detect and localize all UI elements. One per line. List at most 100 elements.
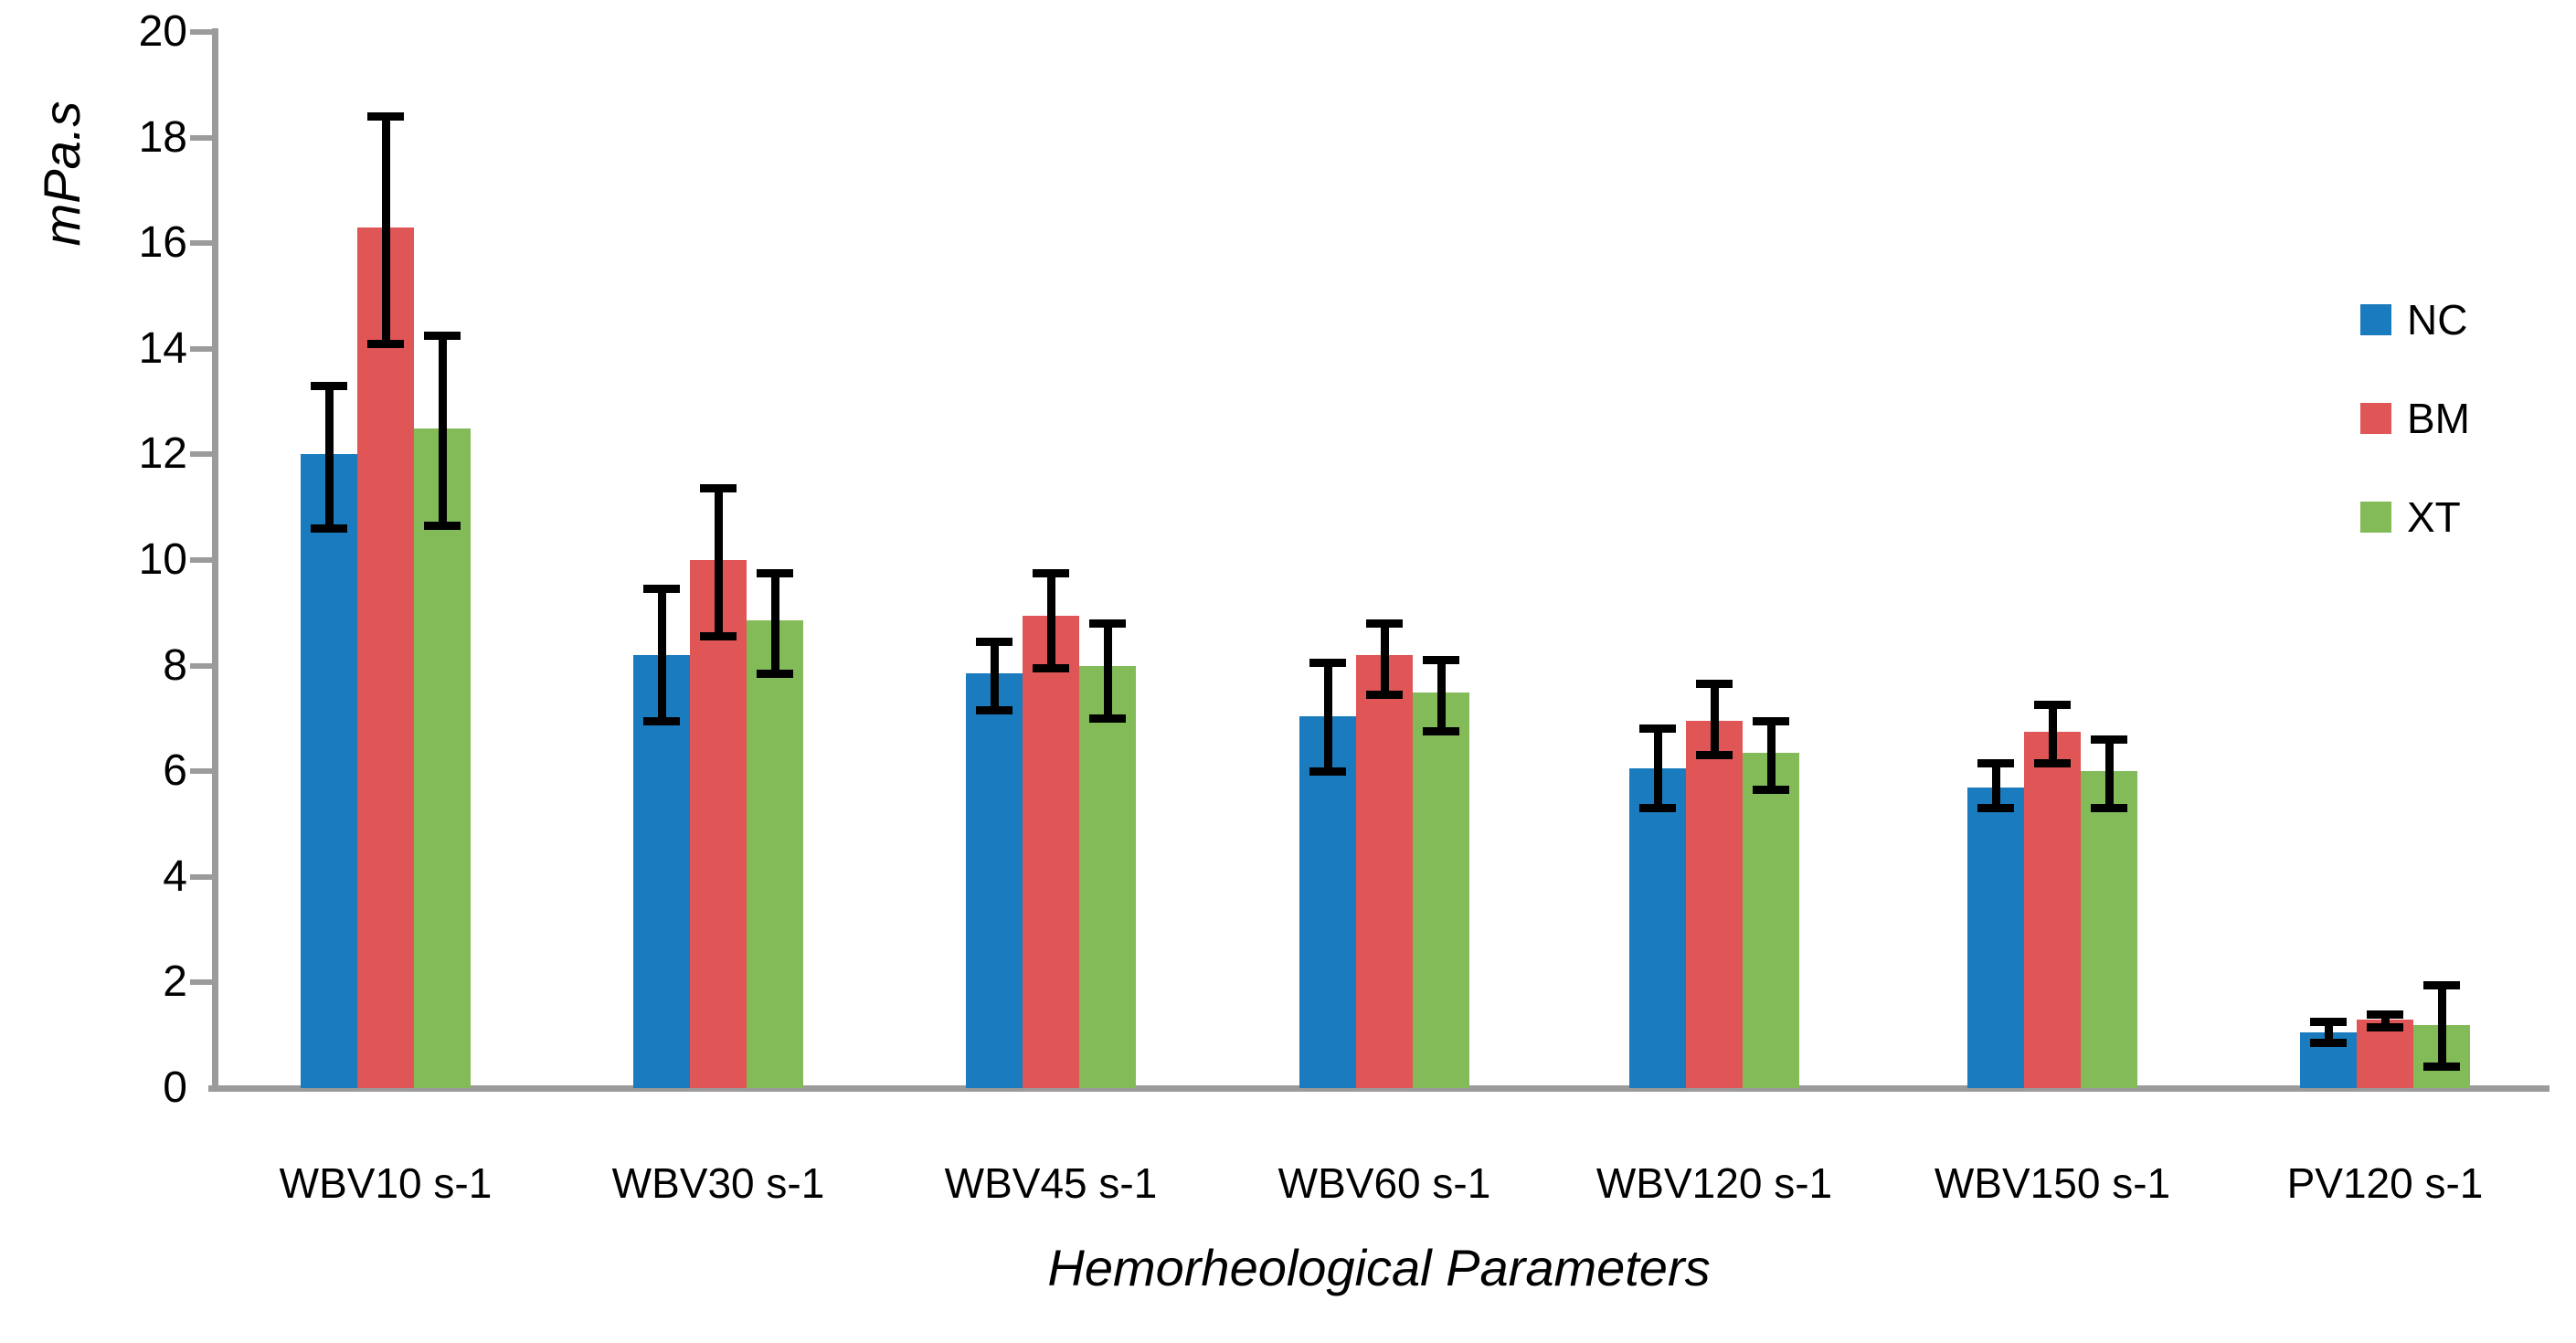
error-cap-bottom — [424, 521, 461, 530]
error-cap-bottom — [1753, 785, 1789, 794]
legend-label-nc: NC — [2407, 296, 2468, 344]
error-bar-bm-6 — [2048, 704, 2057, 764]
y-tick-label: 0 — [163, 1063, 187, 1112]
error-cap-top — [1423, 656, 1459, 665]
legend-swatch-bm — [2360, 403, 2391, 434]
y-tick-label: 8 — [163, 640, 187, 690]
error-cap-bottom — [1366, 690, 1403, 699]
error-bar-nc-7 — [2324, 1021, 2333, 1043]
y-tick-label: 18 — [138, 112, 187, 162]
error-cap-bottom — [2367, 1023, 2403, 1032]
error-cap-top — [2034, 701, 2071, 710]
error-cap-top — [700, 484, 737, 493]
error-cap-bottom — [2310, 1039, 2347, 1048]
error-cap-bottom — [1639, 804, 1676, 813]
y-tick-label: 14 — [138, 323, 187, 373]
error-bar-bm-5 — [1710, 683, 1719, 756]
error-cap-top — [2423, 980, 2460, 989]
error-bar-nc-3 — [990, 641, 999, 711]
error-cap-top — [1309, 659, 1346, 668]
error-cap-bottom — [643, 716, 680, 725]
error-cap-top — [1639, 724, 1676, 734]
error-cap-top — [424, 331, 461, 340]
bar-bm-5 — [1686, 721, 1743, 1088]
legend-swatch-xt — [2360, 502, 2391, 533]
error-cap-top — [2091, 735, 2127, 745]
y-tick-label: 2 — [163, 957, 187, 1007]
error-cap-bottom — [1089, 714, 1126, 723]
bar-bm-1 — [357, 227, 414, 1088]
legend-label-xt: XT — [2407, 493, 2461, 541]
bar-xt-5 — [1743, 752, 1799, 1088]
y-tick-mark — [190, 768, 212, 775]
y-tick-label: 20 — [138, 7, 187, 56]
y-tick-mark — [190, 873, 212, 880]
bar-xt-2 — [747, 620, 803, 1088]
error-cap-bottom — [367, 339, 404, 348]
bar-nc-2 — [633, 655, 690, 1088]
bar-xt-6 — [2081, 771, 2137, 1088]
x-category-label-3: WBV45 s-1 — [944, 1159, 1158, 1207]
y-tick-mark — [190, 451, 212, 458]
bar-bm-6 — [2024, 731, 2081, 1088]
x-category-label-4: WBV60 s-1 — [1277, 1159, 1491, 1207]
bar-nc-1 — [301, 454, 357, 1088]
bar-nc-6 — [1967, 787, 2024, 1088]
error-cap-bottom — [757, 669, 793, 678]
y-tick-mark — [190, 240, 212, 247]
y-axis-line — [212, 28, 218, 1092]
error-cap-top — [2310, 1018, 2347, 1027]
x-category-label-6: WBV150 s-1 — [1934, 1159, 2171, 1207]
bar-nc-3 — [966, 673, 1023, 1088]
error-cap-top — [367, 111, 404, 121]
error-bar-xt-5 — [1766, 721, 1776, 790]
error-bar-bm-3 — [1046, 573, 1055, 669]
error-cap-bottom — [1696, 751, 1733, 760]
bar-xt-1 — [414, 428, 471, 1088]
error-bar-nc-1 — [324, 386, 334, 529]
y-tick-label: 4 — [163, 851, 187, 901]
error-bar-bm-4 — [1380, 623, 1389, 695]
legend-swatch-nc — [2360, 304, 2391, 335]
y-tick-label: 10 — [138, 535, 187, 584]
error-bar-xt-2 — [770, 573, 779, 674]
x-axis-title: Hemorheological Parameters — [1047, 1239, 1711, 1296]
error-cap-top — [1753, 716, 1789, 725]
bar-nc-5 — [1629, 768, 1686, 1088]
error-cap-bottom — [311, 523, 347, 533]
y-tick-label: 12 — [138, 429, 187, 479]
error-cap-top — [976, 638, 1012, 647]
y-tick-label: 16 — [138, 218, 187, 268]
error-cap-bottom — [1423, 727, 1459, 736]
x-category-label-1: WBV10 s-1 — [279, 1159, 493, 1207]
error-cap-top — [643, 585, 680, 594]
y-tick-mark — [190, 557, 212, 563]
error-bar-nc-2 — [657, 588, 666, 722]
error-cap-top — [2367, 1010, 2403, 1019]
error-bar-xt-3 — [1103, 623, 1112, 719]
y-tick-mark — [190, 29, 212, 35]
y-tick-mark — [190, 134, 212, 141]
error-cap-bottom — [976, 706, 1012, 715]
bar-xt-4 — [1413, 692, 1469, 1088]
legend-label-bm: BM — [2407, 395, 2470, 442]
x-category-label-2: WBV30 s-1 — [611, 1159, 825, 1207]
error-cap-top — [1696, 680, 1733, 689]
error-bar-bm-2 — [714, 488, 723, 637]
error-cap-bottom — [2034, 759, 2071, 768]
error-cap-top — [311, 381, 347, 390]
y-tick-mark — [190, 345, 212, 352]
error-cap-bottom — [1977, 804, 2014, 813]
error-cap-top — [1033, 568, 1069, 577]
error-cap-bottom — [1309, 767, 1346, 776]
y-tick-label: 6 — [163, 746, 187, 796]
error-cap-bottom — [2091, 804, 2127, 813]
error-cap-bottom — [700, 632, 737, 641]
error-cap-top — [1089, 619, 1126, 628]
y-tick-mark — [190, 979, 212, 986]
error-bar-bm-1 — [381, 116, 390, 344]
error-cap-bottom — [2423, 1063, 2460, 1072]
